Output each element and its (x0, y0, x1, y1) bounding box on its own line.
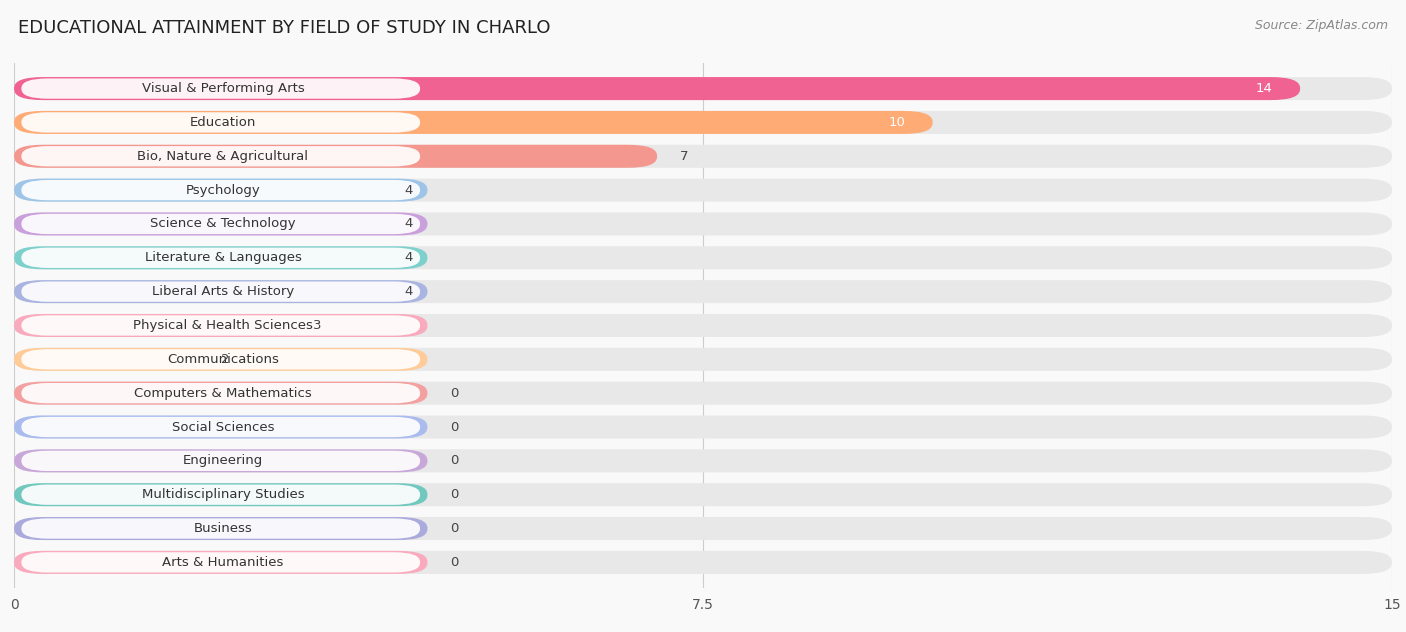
Text: 0: 0 (450, 420, 458, 434)
Text: 7: 7 (681, 150, 689, 163)
FancyBboxPatch shape (14, 145, 1392, 167)
Text: 4: 4 (405, 285, 413, 298)
FancyBboxPatch shape (21, 248, 420, 268)
FancyBboxPatch shape (21, 78, 420, 99)
FancyBboxPatch shape (14, 551, 427, 574)
FancyBboxPatch shape (21, 180, 420, 200)
Text: Computers & Mathematics: Computers & Mathematics (134, 387, 312, 399)
FancyBboxPatch shape (21, 485, 420, 505)
FancyBboxPatch shape (14, 382, 427, 404)
Text: Multidisciplinary Studies: Multidisciplinary Studies (142, 488, 304, 501)
FancyBboxPatch shape (14, 415, 427, 439)
FancyBboxPatch shape (21, 315, 420, 336)
Text: Visual & Performing Arts: Visual & Performing Arts (142, 82, 304, 95)
Text: 0: 0 (450, 387, 458, 399)
Text: Engineering: Engineering (183, 454, 263, 467)
FancyBboxPatch shape (14, 551, 1392, 574)
FancyBboxPatch shape (14, 212, 1392, 236)
Text: Arts & Humanities: Arts & Humanities (162, 556, 284, 569)
Text: Education: Education (190, 116, 256, 129)
Text: 14: 14 (1256, 82, 1272, 95)
Text: 4: 4 (405, 217, 413, 231)
FancyBboxPatch shape (21, 112, 420, 133)
FancyBboxPatch shape (21, 146, 420, 166)
FancyBboxPatch shape (14, 483, 1392, 506)
FancyBboxPatch shape (14, 517, 1392, 540)
FancyBboxPatch shape (21, 518, 420, 538)
Text: EDUCATIONAL ATTAINMENT BY FIELD OF STUDY IN CHARLO: EDUCATIONAL ATTAINMENT BY FIELD OF STUDY… (18, 19, 551, 37)
Text: 0: 0 (450, 556, 458, 569)
FancyBboxPatch shape (14, 111, 1392, 134)
FancyBboxPatch shape (14, 77, 1301, 100)
FancyBboxPatch shape (14, 449, 427, 472)
Text: Social Sciences: Social Sciences (172, 420, 274, 434)
FancyBboxPatch shape (14, 212, 427, 236)
FancyBboxPatch shape (14, 280, 1392, 303)
FancyBboxPatch shape (14, 314, 1392, 337)
FancyBboxPatch shape (14, 111, 932, 134)
Text: Liberal Arts & History: Liberal Arts & History (152, 285, 294, 298)
Text: 10: 10 (889, 116, 905, 129)
Text: Source: ZipAtlas.com: Source: ZipAtlas.com (1254, 19, 1388, 32)
FancyBboxPatch shape (14, 449, 1392, 472)
FancyBboxPatch shape (14, 483, 427, 506)
FancyBboxPatch shape (21, 552, 420, 573)
FancyBboxPatch shape (21, 214, 420, 234)
Text: Literature & Languages: Literature & Languages (145, 252, 301, 264)
FancyBboxPatch shape (21, 417, 420, 437)
FancyBboxPatch shape (14, 179, 427, 202)
FancyBboxPatch shape (21, 349, 420, 370)
Text: Business: Business (194, 522, 252, 535)
FancyBboxPatch shape (14, 145, 657, 167)
Text: Bio, Nature & Agricultural: Bio, Nature & Agricultural (138, 150, 308, 163)
Text: 0: 0 (450, 522, 458, 535)
FancyBboxPatch shape (14, 314, 427, 337)
Text: Communications: Communications (167, 353, 278, 366)
FancyBboxPatch shape (14, 348, 427, 371)
Text: 4: 4 (405, 184, 413, 197)
Text: Physical & Health Sciences: Physical & Health Sciences (134, 319, 314, 332)
FancyBboxPatch shape (14, 280, 427, 303)
Text: 3: 3 (312, 319, 321, 332)
FancyBboxPatch shape (14, 179, 1392, 202)
FancyBboxPatch shape (14, 77, 1392, 100)
Text: Psychology: Psychology (186, 184, 260, 197)
FancyBboxPatch shape (14, 246, 427, 269)
FancyBboxPatch shape (14, 246, 1392, 269)
FancyBboxPatch shape (14, 348, 1392, 371)
FancyBboxPatch shape (21, 451, 420, 471)
FancyBboxPatch shape (14, 517, 427, 540)
Text: 2: 2 (221, 353, 229, 366)
FancyBboxPatch shape (14, 415, 1392, 439)
Text: 4: 4 (405, 252, 413, 264)
FancyBboxPatch shape (21, 383, 420, 403)
Text: 0: 0 (450, 454, 458, 467)
Text: 0: 0 (450, 488, 458, 501)
FancyBboxPatch shape (14, 382, 1392, 404)
Text: Science & Technology: Science & Technology (150, 217, 295, 231)
FancyBboxPatch shape (21, 281, 420, 302)
